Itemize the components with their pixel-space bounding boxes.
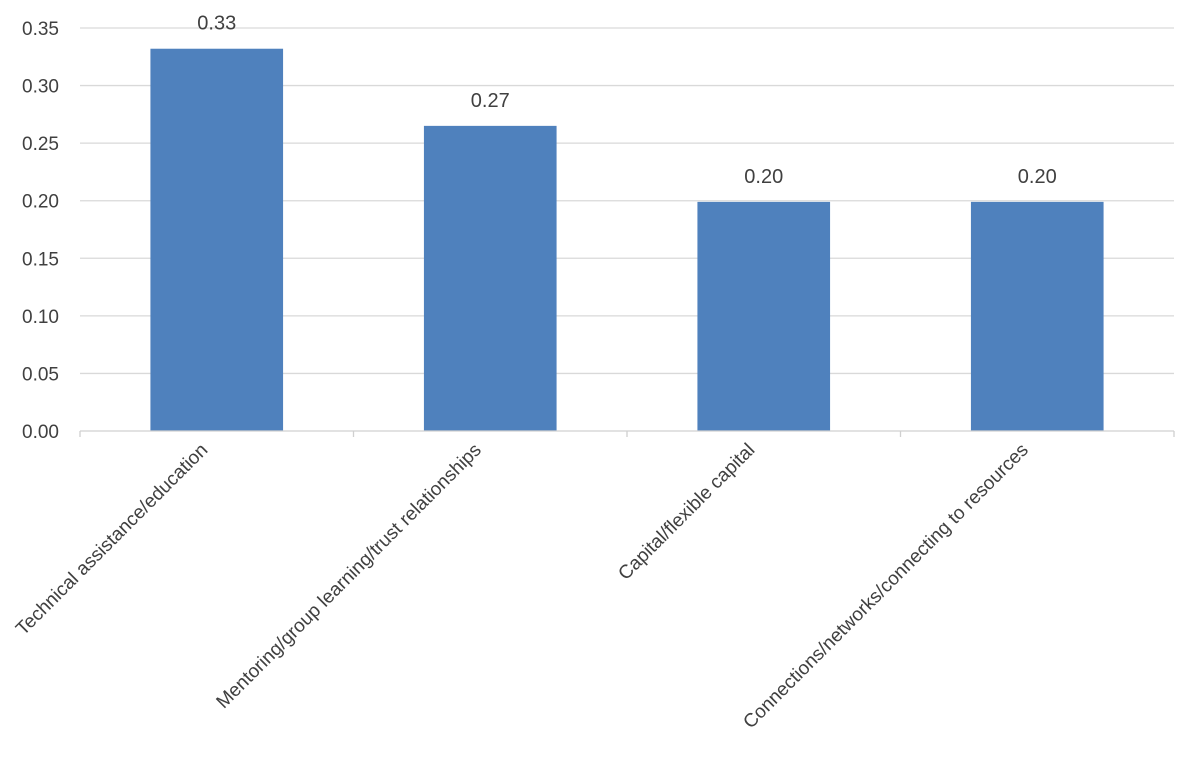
data-label: 0.27: [471, 90, 510, 112]
y-tick-label: 0.35: [22, 19, 59, 40]
category-label: Mentoring/group learning/trust relations…: [213, 440, 486, 713]
data-label: 0.33: [197, 13, 236, 35]
bar: [150, 48, 284, 432]
category-label: Capital/flexible capital: [614, 440, 759, 585]
y-tick-label: 0.15: [22, 249, 59, 270]
y-tick-label: 0.20: [22, 192, 59, 213]
y-tick-label: 0.30: [22, 77, 59, 98]
bars: [150, 48, 1104, 432]
x-axis: [79, 430, 1175, 437]
bar: [423, 125, 557, 431]
data-labels: 0.33 0.27 0.20 0.20: [197, 13, 1056, 188]
category-label: Connections/networks/connecting to resou…: [739, 440, 1032, 733]
category-labels: Technical assistance/education Mentoring/…: [12, 440, 1033, 733]
category-label: Technical assistance/education: [12, 440, 212, 640]
data-label: 0.20: [1018, 166, 1057, 188]
y-axis-tick-labels: 0.00 0.05 0.10 0.15 0.20 0.25 0.30 0.35: [22, 19, 59, 443]
bar: [697, 201, 831, 431]
y-tick-label: 0.25: [22, 134, 59, 155]
y-tick-label: 0.05: [22, 364, 59, 385]
y-tick-label: 0.10: [22, 307, 59, 328]
bar: [970, 201, 1104, 431]
y-tick-label: 0.00: [22, 422, 59, 443]
data-label: 0.20: [744, 166, 783, 188]
